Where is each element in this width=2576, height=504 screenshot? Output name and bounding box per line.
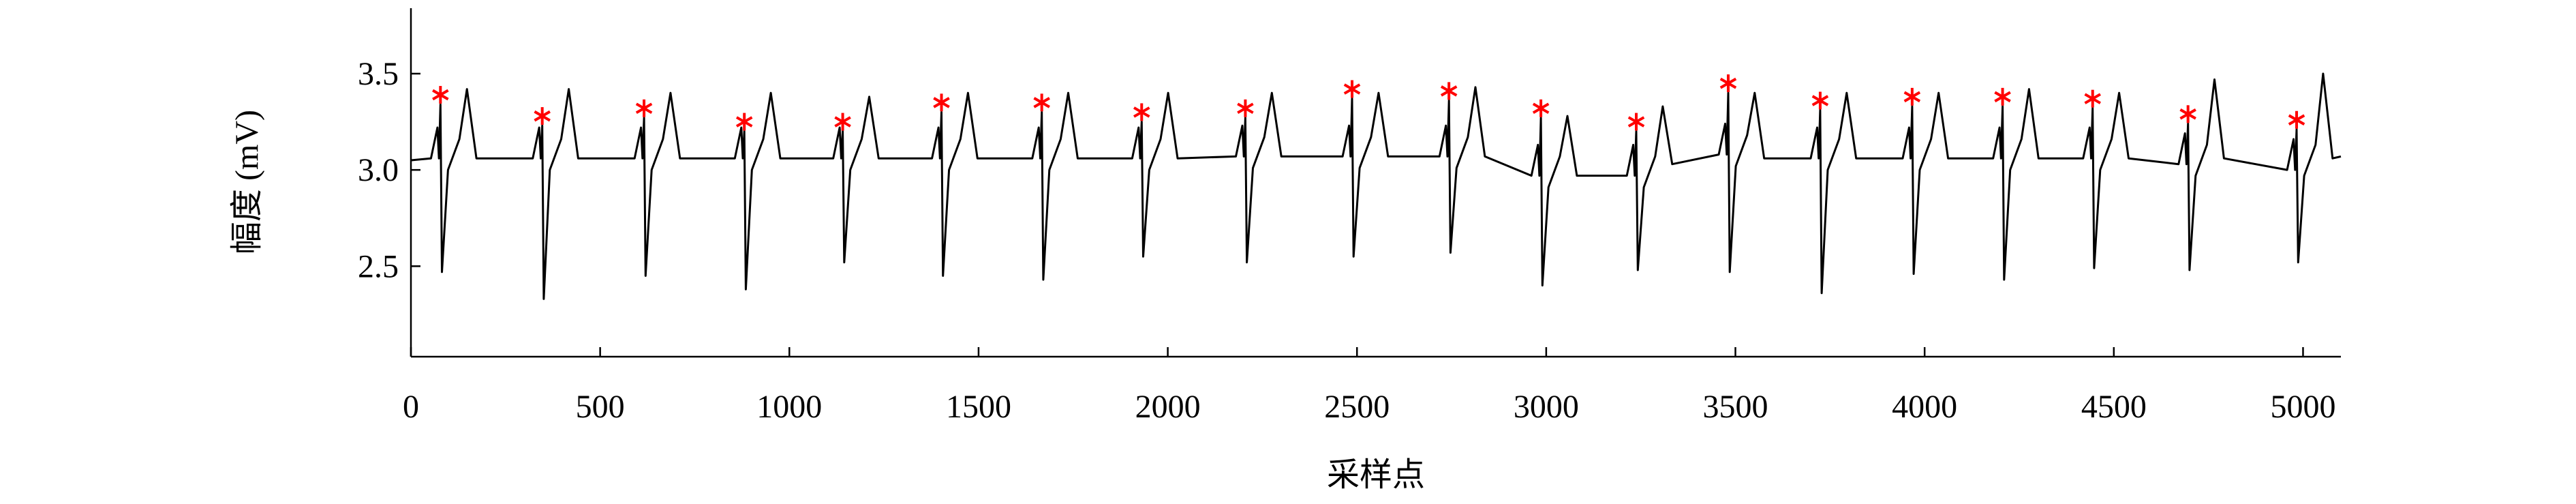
marker-stroke xyxy=(1033,97,1050,108)
r-peak-marker xyxy=(534,107,551,125)
r-peak-marker xyxy=(1343,80,1361,98)
r-peak-marker xyxy=(1903,87,1921,106)
x-tick-label: 1500 xyxy=(946,389,1011,425)
x-axis-label: 采样点 xyxy=(1327,457,1425,493)
marker-stroke xyxy=(2288,114,2305,125)
x-tick-label: 4000 xyxy=(1892,389,1957,425)
marker-stroke xyxy=(432,89,449,101)
r-peak-marker xyxy=(1237,99,1254,117)
y-tick-label: 2.5 xyxy=(358,248,399,284)
marker-stroke xyxy=(1811,95,1829,106)
r-peak-marker xyxy=(834,113,851,131)
marker-stroke xyxy=(735,116,753,128)
marker-stroke xyxy=(1903,91,1921,103)
r-peak-marker xyxy=(1033,93,1050,112)
r-peak-marker xyxy=(2084,89,2101,108)
marker-stroke xyxy=(635,102,653,115)
r-peak-marker xyxy=(1532,99,1550,117)
marker-stroke xyxy=(1133,106,1150,118)
x-tick-label: 2500 xyxy=(1324,389,1390,425)
marker-stroke xyxy=(1532,102,1550,115)
y-tick-label: 3.0 xyxy=(358,152,399,188)
x-tick-label: 500 xyxy=(576,389,625,425)
y-axis-label: 幅度 (mV) xyxy=(229,110,265,254)
r-peak-marker xyxy=(1994,87,2011,106)
r-peak-marker xyxy=(2179,105,2196,123)
x-tick-label: 5000 xyxy=(2270,389,2335,425)
x-tick-label: 2000 xyxy=(1135,389,1201,425)
x-tick-label: 3500 xyxy=(1703,389,1768,425)
r-peak-marker xyxy=(432,86,449,104)
x-tick-label: 4500 xyxy=(2081,389,2147,425)
r-peak-marker xyxy=(1133,103,1150,121)
r-peak-marker xyxy=(1627,113,1645,131)
r-peak-marker xyxy=(1811,91,1829,110)
marker-stroke xyxy=(2084,93,2101,104)
marker-stroke xyxy=(1719,77,1737,89)
marker-stroke xyxy=(1237,102,1254,115)
marker-stroke xyxy=(834,116,851,128)
marker-stroke xyxy=(1627,116,1645,128)
marker-stroke xyxy=(2179,108,2196,120)
marker-stroke xyxy=(1994,91,2011,103)
r-peak-marker xyxy=(1440,82,1458,100)
marker-stroke xyxy=(933,97,950,108)
x-tick-label: 3000 xyxy=(1514,389,1579,425)
x-tick-label: 0 xyxy=(403,389,419,425)
marker-stroke xyxy=(534,110,551,122)
r-peak-marker xyxy=(933,93,950,112)
r-peak-marker xyxy=(735,113,753,131)
y-tick-label: 3.5 xyxy=(358,56,399,92)
marker-stroke xyxy=(1440,85,1458,97)
r-peak-marker xyxy=(635,99,653,117)
r-peak-marker xyxy=(1719,74,1737,93)
x-tick-label: 1000 xyxy=(756,389,822,425)
marker-stroke xyxy=(1343,83,1361,95)
ecg-line xyxy=(410,72,2342,300)
r-peak-marker xyxy=(2288,110,2305,129)
